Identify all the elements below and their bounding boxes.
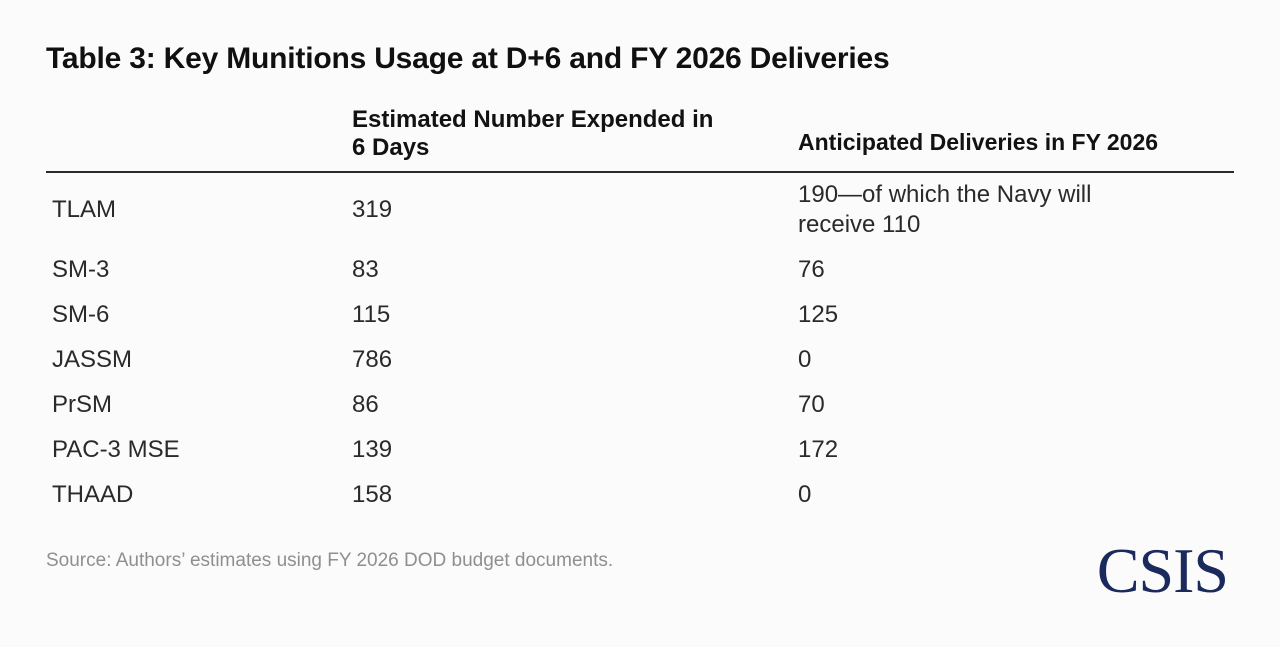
table-row: JASSM 786 0 xyxy=(46,337,1234,382)
munitions-table: Estimated Number Expended in 6 Days Anti… xyxy=(46,106,1234,517)
expended-cell: 158 xyxy=(352,480,393,508)
munition-cell: SM-6 xyxy=(52,300,110,328)
deliveries-cell: 125 xyxy=(798,300,839,328)
munition-cell: TLAM xyxy=(52,196,117,223)
deliveries-cell: 76 xyxy=(798,255,825,283)
munition-cell: SM-3 xyxy=(52,255,110,283)
expended-cell: 115 xyxy=(352,300,391,328)
munition-cell: THAAD xyxy=(52,480,134,508)
expended-cell: 139 xyxy=(352,435,393,463)
expended-cell: 786 xyxy=(352,345,393,373)
table-header-row: Estimated Number Expended in 6 Days Anti… xyxy=(46,106,1234,173)
table-title: Table 3: Key Munitions Usage at D+6 and … xyxy=(46,42,890,75)
col-header-expended-line2: 6 Days xyxy=(352,134,430,161)
table-row: PrSM 86 70 xyxy=(46,382,1234,427)
col-header-munition-empty xyxy=(46,106,352,171)
deliveries-cell: 172 xyxy=(798,435,839,463)
expended-cell: 83 xyxy=(352,255,379,283)
col-header-expended: Estimated Number Expended in 6 Days xyxy=(352,106,798,171)
table-row: SM-3 83 76 xyxy=(46,247,1234,292)
table-row: THAAD 158 0 xyxy=(46,472,1234,517)
deliveries-cell: 70 xyxy=(798,390,825,418)
munition-cell: JASSM xyxy=(52,345,133,373)
source-note: Source: Authors’ estimates using FY 2026… xyxy=(46,550,614,571)
table-row: PAC-3 MSE 139 172 xyxy=(46,427,1234,472)
table-row: SM-6 115 125 xyxy=(46,292,1234,337)
deliveries-text: 190—of which the Navy will receive 110 xyxy=(798,181,1092,238)
col-header-deliveries: Anticipated Deliveries in FY 2026 xyxy=(798,128,1159,155)
deliveries-cell: 190—of which the Navy will receive 110 xyxy=(798,180,1234,240)
footer: Source: Authors’ estimates using FY 2026… xyxy=(46,535,1234,606)
csis-logo: CSIS xyxy=(1096,535,1229,606)
col-header-expended-line1: Estimated Number Expended in xyxy=(352,106,714,133)
expended-cell: 86 xyxy=(352,390,379,418)
munition-cell: PrSM xyxy=(52,390,112,418)
deliveries-cell: 0 xyxy=(798,345,812,373)
deliveries-cell: 0 xyxy=(798,480,812,508)
expended-cell: 319 xyxy=(352,196,393,223)
table-row: TLAM 319 190—of which the Navy will rece… xyxy=(46,173,1234,247)
munition-cell: PAC-3 MSE xyxy=(52,435,180,463)
